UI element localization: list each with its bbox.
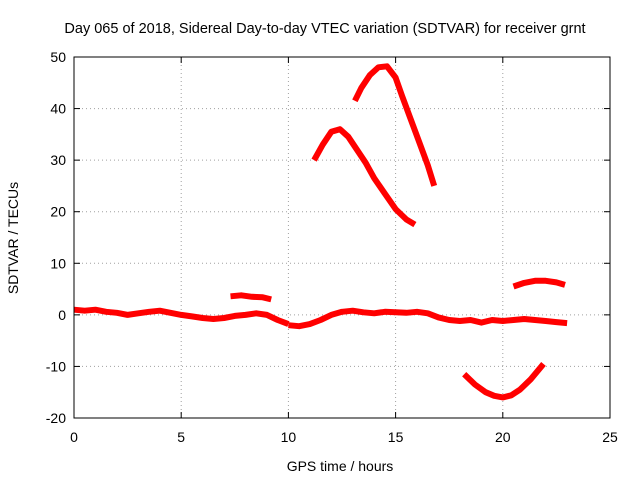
y-axis-label: SDTVAR / TECUs	[5, 182, 21, 294]
x-tick-label: 0	[70, 429, 78, 445]
x-axis-label: GPS time / hours	[287, 458, 394, 474]
x-tick-label: 10	[281, 429, 297, 445]
series-line-baseline-2	[288, 307, 568, 330]
y-tick-label: -10	[46, 358, 66, 374]
y-tick-label: 10	[50, 255, 66, 271]
chart-title: Day 065 of 2018, Sidereal Day-to-day VTE…	[64, 21, 585, 37]
y-tick-label: 0	[58, 307, 66, 323]
plot-frame	[73, 56, 611, 419]
series-line-arc-35	[311, 126, 417, 228]
axis-ticks: 0 5 10 15 20 25 -20 -10 0 10 20 30 40 50	[46, 49, 618, 445]
series-line-segment-a	[230, 292, 272, 303]
y-tick-label: 20	[50, 204, 66, 220]
series-line-baseline-1	[73, 306, 290, 327]
series-line-bump	[512, 277, 566, 290]
x-tick-label: 25	[602, 429, 618, 445]
data-series	[73, 63, 568, 401]
series-line-arc-48	[352, 63, 438, 187]
x-tick-label: 20	[495, 429, 511, 445]
y-tick-label: 30	[50, 152, 66, 168]
y-tick-label: 40	[50, 101, 66, 117]
y-tick-label: -20	[46, 410, 66, 426]
grid-lines	[74, 57, 610, 418]
x-tick-label: 15	[388, 429, 404, 445]
y-tick-label: 50	[50, 49, 66, 65]
x-tick-label: 5	[177, 429, 185, 445]
series-line-valley	[462, 361, 546, 401]
